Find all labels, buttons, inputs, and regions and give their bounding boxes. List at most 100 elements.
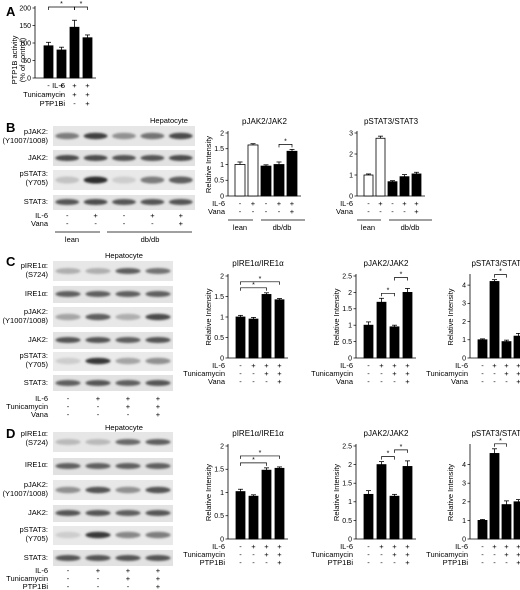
panel-d-cell-type: Hepatocyte bbox=[105, 423, 143, 432]
y-axis-label: Relative Intensity bbox=[446, 288, 455, 345]
treatment-sign: - bbox=[47, 90, 50, 99]
panel-b-chart-row-il6-2: IL-6 bbox=[340, 199, 353, 208]
treatment-sign: + bbox=[402, 199, 407, 208]
y-tick-label: 4 bbox=[462, 462, 466, 469]
bar bbox=[69, 26, 80, 79]
significance-star: * bbox=[252, 282, 255, 289]
blot-band bbox=[140, 132, 165, 140]
treatment-sign: - bbox=[481, 550, 484, 559]
bar bbox=[261, 294, 272, 359]
blot-band bbox=[83, 132, 108, 140]
blot-label-pjak2: pJAK2: bbox=[24, 127, 48, 136]
blot-band bbox=[115, 357, 141, 365]
chart-title: pSTAT3/STAT3 bbox=[364, 117, 419, 126]
chart-title: pJAK2/JAK2 bbox=[364, 259, 409, 268]
chart-group-dbdb: db/db bbox=[401, 223, 420, 232]
chart-row-label: Tunicamycin bbox=[183, 550, 225, 559]
blot-band bbox=[55, 531, 81, 539]
y-tick-label: 1.5 bbox=[214, 294, 224, 301]
blot-band bbox=[145, 268, 171, 274]
treatment-sign: + bbox=[156, 574, 161, 583]
significance-bracket bbox=[240, 455, 280, 459]
treatment-sign: + bbox=[179, 211, 184, 220]
bar bbox=[477, 339, 488, 359]
chart-row-label: IL-6 bbox=[455, 361, 468, 370]
bar bbox=[501, 504, 512, 540]
chart-title: pIRE1α/IRE1α bbox=[232, 429, 284, 438]
panel-b-bands bbox=[55, 132, 193, 205]
panel-letter-d: D bbox=[6, 426, 15, 441]
panel-d-row-label-ptp1bi: PTP1Bi bbox=[23, 582, 49, 590]
bar bbox=[56, 49, 67, 79]
panel-d-bands bbox=[55, 439, 171, 561]
treatment-sign: + bbox=[126, 402, 131, 411]
treatment-sign: - bbox=[97, 574, 100, 583]
treatment-sign: - bbox=[67, 574, 70, 583]
blot-band bbox=[55, 155, 80, 161]
blot-band bbox=[85, 380, 111, 386]
treatment-sign: + bbox=[96, 394, 101, 403]
treatment-sign: - bbox=[127, 582, 130, 590]
treatment-sign: - bbox=[60, 90, 63, 99]
y-tick-label: 1 bbox=[348, 499, 352, 506]
significance-bracket bbox=[240, 281, 280, 285]
treatment-sign: + bbox=[126, 566, 131, 575]
chart-c1: pIRE1α/IRE1α Relative Intensity 0 0.5 1 1.5 2 *… bbox=[204, 259, 288, 386]
bar bbox=[402, 466, 413, 540]
treatment-sign: - bbox=[493, 377, 496, 386]
blot-band bbox=[115, 337, 141, 343]
panel-c-cell-type: Hepatocyte bbox=[105, 251, 143, 260]
chart-group-lean: lean bbox=[361, 223, 375, 232]
bar bbox=[82, 37, 93, 79]
significance-star: * bbox=[499, 438, 502, 445]
treatment-sign: + bbox=[405, 542, 410, 551]
blot-strip bbox=[53, 286, 173, 303]
panel-c-row-label-tunicamycin: Tunicamycin bbox=[6, 402, 48, 411]
bar bbox=[273, 164, 285, 197]
blot-band bbox=[145, 486, 171, 494]
y-tick-label: 0.5 bbox=[214, 178, 224, 185]
group-label-lean: lean bbox=[65, 235, 79, 244]
blot-band bbox=[112, 155, 136, 161]
y-tick-label: 0.5 bbox=[214, 335, 224, 342]
treatment-sign: + bbox=[156, 402, 161, 411]
chart-title: pIRE1α/IRE1α bbox=[232, 259, 284, 268]
treatment-sign: - bbox=[505, 558, 508, 567]
bar bbox=[235, 491, 246, 540]
chart-row-label: PTP1Bi bbox=[328, 558, 354, 567]
blot-label-pire1a-site: (S724) bbox=[25, 270, 48, 279]
blot-band bbox=[145, 463, 171, 469]
blot-label-pstat3: pSTAT3: bbox=[20, 525, 48, 534]
panel-c-blot-signs: - + + +- - + +- - - + bbox=[67, 394, 161, 419]
significance-star: * bbox=[259, 450, 262, 457]
treatment-sign: + bbox=[405, 558, 410, 567]
panel-b-chart-row-vana: Vana bbox=[208, 207, 226, 216]
y-axis-label: Relative Intensity bbox=[204, 464, 213, 521]
panel-d-chart-treatments: IL-6 Tunicamycin PTP1Bi IL-6 Tunicamycin… bbox=[183, 542, 468, 567]
blot-label-jak2: JAK2: bbox=[28, 153, 48, 162]
bar bbox=[247, 144, 259, 197]
treatment-sign: - bbox=[493, 558, 496, 567]
treatment-sign: - bbox=[67, 566, 70, 575]
treatment-sign: + bbox=[392, 361, 397, 370]
bar bbox=[248, 495, 259, 540]
bar bbox=[376, 301, 387, 359]
blot-strip bbox=[53, 550, 173, 566]
blot-band bbox=[55, 463, 81, 469]
panel-c-chart-treatments: IL-6 Tunicamycin Vana IL-6 Tunicamycin V… bbox=[183, 361, 469, 386]
blot-strip bbox=[53, 375, 173, 391]
blot-band bbox=[115, 268, 141, 274]
treatment-sign: - bbox=[367, 377, 370, 386]
panel-b-chart-row-il6: IL-6 bbox=[212, 199, 225, 208]
significance-star: * bbox=[387, 451, 390, 458]
blot-band bbox=[85, 486, 111, 494]
chart-c2: pJAK2/JAK2 Relative Intensity 0 0.5 1 1.5 2 2.5… bbox=[332, 259, 416, 386]
treatment-sign: + bbox=[516, 377, 520, 386]
treatment-sign: - bbox=[481, 542, 484, 551]
blot-label-pjak2-site: (Y1007/1008) bbox=[3, 136, 49, 145]
y-tick-label: 1.5 bbox=[214, 146, 224, 153]
treatment-sign: - bbox=[252, 377, 255, 386]
treatment-sign: - bbox=[278, 207, 281, 216]
y-tick-label: 1.5 bbox=[342, 306, 352, 313]
treatment-sign: + bbox=[126, 394, 131, 403]
